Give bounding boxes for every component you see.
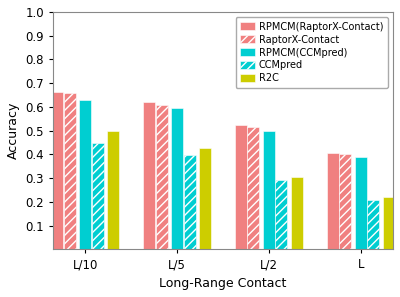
Bar [92,143,104,249]
Bar [184,155,196,249]
Y-axis label: Accuracy: Accuracy [7,102,20,159]
Bar [64,93,76,249]
Legend: RPMCM(RaptorX-Contact), RaptorX-Contact, RPMCM(CCMpred), CCMpred, R2C: RPMCM(RaptorX-Contact), RaptorX-Contact,… [236,17,388,88]
Bar [156,105,168,249]
Bar [199,148,211,249]
Bar [276,180,288,249]
Bar [248,127,259,249]
Bar [79,100,91,249]
Bar [263,131,275,249]
Bar [327,153,339,249]
Bar [171,108,183,249]
X-axis label: Long-Range Contact: Long-Range Contact [160,277,287,290]
Bar [339,154,351,249]
Bar [107,131,119,249]
Bar [143,102,155,249]
Bar [367,200,379,249]
Bar [291,177,303,249]
Bar [235,125,247,249]
Bar [383,197,395,249]
Bar [51,91,63,249]
Bar [355,157,367,249]
